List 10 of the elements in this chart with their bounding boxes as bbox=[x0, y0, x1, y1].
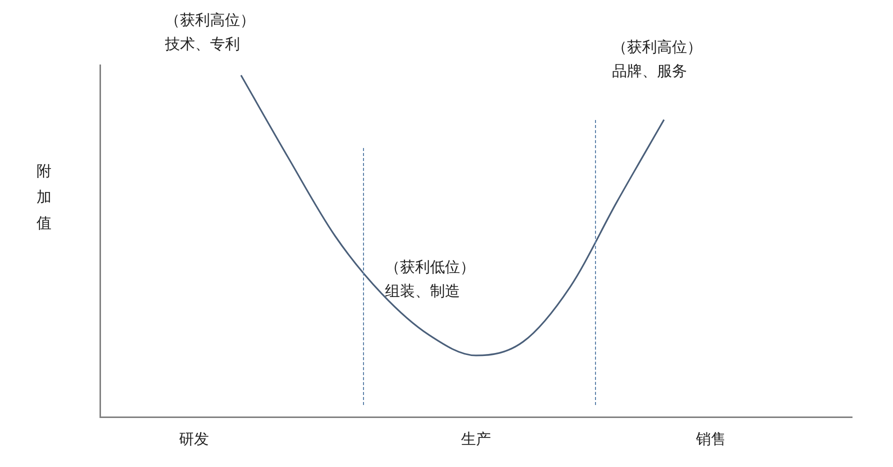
x-tick-label: 研发 bbox=[179, 430, 209, 448]
y-axis-title: 附加值 bbox=[36, 161, 52, 234]
x-tick-label: 销售 bbox=[695, 430, 726, 448]
text: （获利高位） bbox=[165, 10, 255, 31]
text: （获利高位） bbox=[612, 37, 702, 58]
annotation: （获利低位） bbox=[385, 257, 475, 278]
text: 技术、专利 bbox=[165, 34, 240, 55]
x-tick-label: 生产 bbox=[461, 430, 491, 448]
annotation: 品牌、服务 bbox=[612, 61, 687, 82]
annotation: 组装、制造 bbox=[385, 281, 460, 302]
